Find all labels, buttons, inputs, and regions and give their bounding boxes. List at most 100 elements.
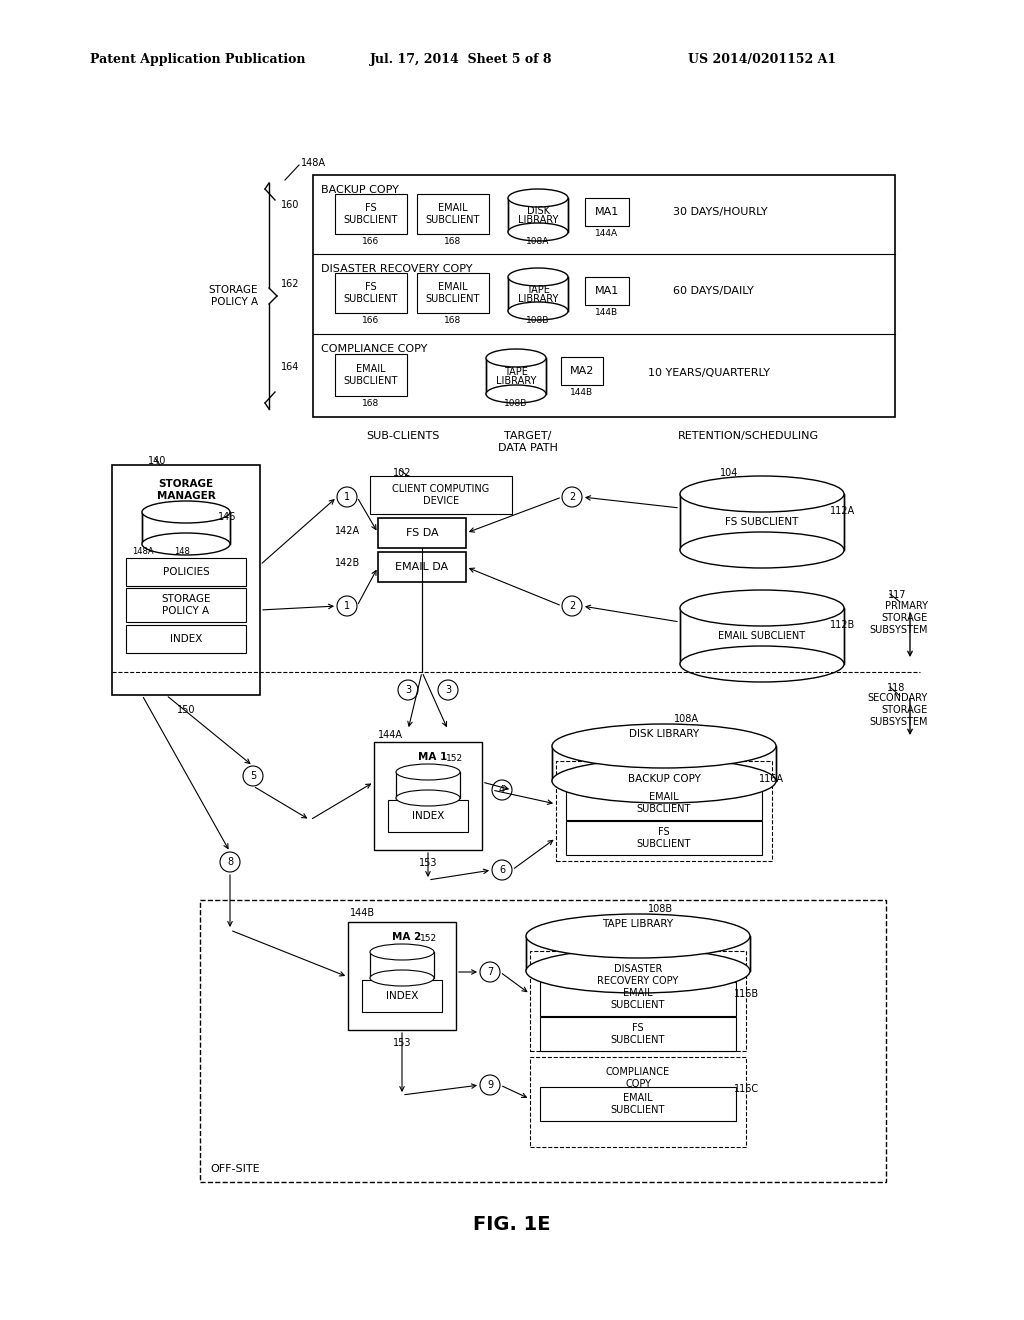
Text: US 2014/0201152 A1: US 2014/0201152 A1 [688, 54, 837, 66]
Text: 153: 153 [393, 1038, 412, 1048]
FancyBboxPatch shape [540, 1086, 736, 1121]
Text: TARGET/
DATA PATH: TARGET/ DATA PATH [498, 432, 558, 453]
Text: 104: 104 [720, 469, 738, 478]
Bar [486, 358, 546, 393]
Ellipse shape [370, 970, 434, 986]
FancyBboxPatch shape [566, 821, 762, 855]
Text: OFF-SITE: OFF-SITE [210, 1164, 260, 1173]
FancyBboxPatch shape [112, 465, 260, 696]
Text: 162: 162 [281, 279, 299, 289]
Text: 148: 148 [174, 548, 189, 557]
Text: 148A: 148A [132, 548, 154, 557]
FancyBboxPatch shape [200, 900, 886, 1181]
FancyBboxPatch shape [417, 194, 489, 234]
Text: FS
SUBCLIENT: FS SUBCLIENT [610, 1023, 666, 1045]
Text: 153: 153 [419, 858, 437, 869]
FancyBboxPatch shape [335, 273, 407, 313]
Text: 166: 166 [362, 315, 380, 325]
Text: 152: 152 [446, 754, 463, 763]
Text: MA1: MA1 [595, 286, 620, 296]
Text: EMAIL SUBCLIENT: EMAIL SUBCLIENT [719, 631, 806, 642]
Text: 4: 4 [499, 785, 505, 795]
Text: LIBRARY: LIBRARY [496, 376, 537, 385]
Bar [680, 609, 844, 664]
Text: DISK: DISK [526, 206, 550, 216]
Text: INDEX: INDEX [386, 991, 418, 1001]
Text: SUB-CLIENTS: SUB-CLIENTS [367, 432, 439, 441]
Text: EMAIL
SUBCLIENT: EMAIL SUBCLIENT [344, 364, 398, 385]
FancyBboxPatch shape [370, 477, 512, 513]
FancyBboxPatch shape [374, 742, 482, 850]
Text: STORAGE
POLICY A: STORAGE POLICY A [209, 285, 258, 306]
FancyBboxPatch shape [540, 982, 736, 1016]
Text: COMPLIANCE COPY: COMPLIANCE COPY [321, 345, 427, 354]
Ellipse shape [508, 189, 568, 207]
Text: 7: 7 [486, 968, 494, 977]
Text: 30 DAYS/HOURLY: 30 DAYS/HOURLY [673, 207, 768, 216]
Text: COMPLIANCE
COPY: COMPLIANCE COPY [606, 1067, 670, 1089]
Text: 142A: 142A [335, 525, 360, 536]
Ellipse shape [142, 533, 230, 554]
Text: FS
SUBCLIENT: FS SUBCLIENT [344, 282, 398, 304]
Text: 102: 102 [393, 469, 412, 478]
Text: 5: 5 [250, 771, 256, 781]
Text: SECONDARY
STORAGE
SUBSYSTEM: SECONDARY STORAGE SUBSYSTEM [867, 693, 928, 726]
Bar [396, 772, 460, 799]
FancyBboxPatch shape [540, 1016, 736, 1051]
Text: 108B: 108B [504, 399, 527, 408]
Text: EMAIL DA: EMAIL DA [395, 562, 449, 572]
FancyBboxPatch shape [378, 552, 466, 582]
Ellipse shape [508, 302, 568, 319]
Text: STORAGE
MANAGER: STORAGE MANAGER [157, 479, 215, 500]
Text: STORAGE
POLICY A: STORAGE POLICY A [161, 594, 211, 616]
Text: 108B: 108B [648, 904, 673, 913]
Ellipse shape [508, 268, 568, 286]
Bar [508, 198, 568, 232]
Ellipse shape [526, 913, 750, 958]
Text: FS
SUBCLIENT: FS SUBCLIENT [637, 828, 691, 849]
Text: 168: 168 [362, 399, 380, 408]
Text: 117: 117 [888, 590, 906, 601]
Text: CLIENT COMPUTING
DEVICE: CLIENT COMPUTING DEVICE [392, 484, 489, 506]
Text: FS
SUBCLIENT: FS SUBCLIENT [344, 203, 398, 224]
Text: 112A: 112A [830, 506, 855, 516]
Ellipse shape [396, 764, 460, 780]
Text: EMAIL
SUBCLIENT: EMAIL SUBCLIENT [426, 282, 480, 304]
Text: LIBRARY: LIBRARY [518, 294, 558, 304]
FancyBboxPatch shape [126, 624, 246, 653]
FancyBboxPatch shape [585, 277, 629, 305]
Text: 152: 152 [420, 935, 437, 942]
Ellipse shape [486, 348, 546, 367]
Bar [508, 277, 568, 312]
Text: 146: 146 [218, 512, 237, 521]
FancyBboxPatch shape [585, 198, 629, 226]
Ellipse shape [680, 532, 844, 568]
Text: 164: 164 [281, 362, 299, 372]
Text: FS SUBCLIENT: FS SUBCLIENT [725, 517, 799, 527]
Text: 116B: 116B [734, 989, 759, 999]
Text: 60 DAYS/DAILY: 60 DAYS/DAILY [673, 286, 754, 296]
FancyBboxPatch shape [378, 517, 466, 548]
Text: MA2: MA2 [569, 366, 594, 376]
Text: TAPE: TAPE [504, 367, 528, 378]
FancyBboxPatch shape [348, 921, 456, 1030]
Text: 144A: 144A [378, 730, 403, 741]
Text: 3: 3 [445, 685, 451, 696]
Text: 108A: 108A [526, 238, 550, 246]
Text: EMAIL
SUBCLIENT: EMAIL SUBCLIENT [610, 989, 666, 1010]
Text: 166: 166 [362, 238, 380, 246]
Ellipse shape [370, 944, 434, 960]
Text: EMAIL
SUBCLIENT: EMAIL SUBCLIENT [610, 1093, 666, 1115]
Text: 10 YEARS/QUARTERLY: 10 YEARS/QUARTERLY [648, 368, 770, 378]
Bar [680, 494, 844, 550]
Ellipse shape [552, 723, 776, 768]
Text: INDEX: INDEX [412, 810, 444, 821]
FancyBboxPatch shape [561, 356, 603, 385]
Text: 118: 118 [887, 682, 905, 693]
FancyBboxPatch shape [126, 587, 246, 622]
Text: Jul. 17, 2014  Sheet 5 of 8: Jul. 17, 2014 Sheet 5 of 8 [370, 54, 553, 66]
Text: 1: 1 [344, 601, 350, 611]
Bar [526, 936, 750, 972]
FancyBboxPatch shape [566, 785, 762, 820]
Ellipse shape [680, 477, 844, 512]
